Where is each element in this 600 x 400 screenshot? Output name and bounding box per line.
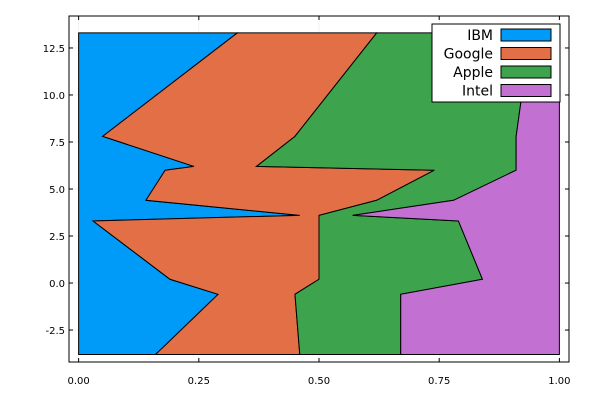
x-tick-label: 0.75 (428, 376, 450, 387)
area-series (78, 32, 560, 355)
legend-swatch-ibm (500, 28, 552, 42)
x-tick-label: 0.00 (67, 376, 89, 387)
y-tick-label: 2.5 (49, 232, 65, 243)
y-tick-label: 10.0 (43, 91, 65, 102)
x-tick-label: 1.00 (548, 376, 570, 387)
legend-label-google: Google (444, 47, 493, 63)
legend-swatch-google (500, 47, 552, 60)
legend-swatch-intel (500, 84, 552, 97)
legend-swatch-apple (500, 65, 552, 79)
legend-label-apple: Apple (453, 65, 493, 81)
y-tick-label: -2.5 (45, 326, 65, 337)
y-axis: -2.5 0.0 2.5 5.0 7.5 10.0 12.5 (43, 44, 569, 337)
area-intel (352, 32, 560, 355)
y-tick-label: 5.0 (49, 185, 65, 196)
legend: IBM Google Apple Intel (431, 23, 561, 103)
legend-label-ibm: IBM (467, 28, 493, 44)
x-tick-label: 0.50 (308, 376, 330, 387)
x-tick-label: 0.25 (188, 376, 210, 387)
y-tick-label: 12.5 (43, 44, 65, 55)
y-tick-label: 0.0 (49, 279, 65, 290)
legend-label-intel: Intel (462, 84, 493, 100)
x-axis: 0.00 0.25 0.50 0.75 1.00 (67, 16, 571, 387)
y-tick-label: 7.5 (49, 138, 65, 149)
